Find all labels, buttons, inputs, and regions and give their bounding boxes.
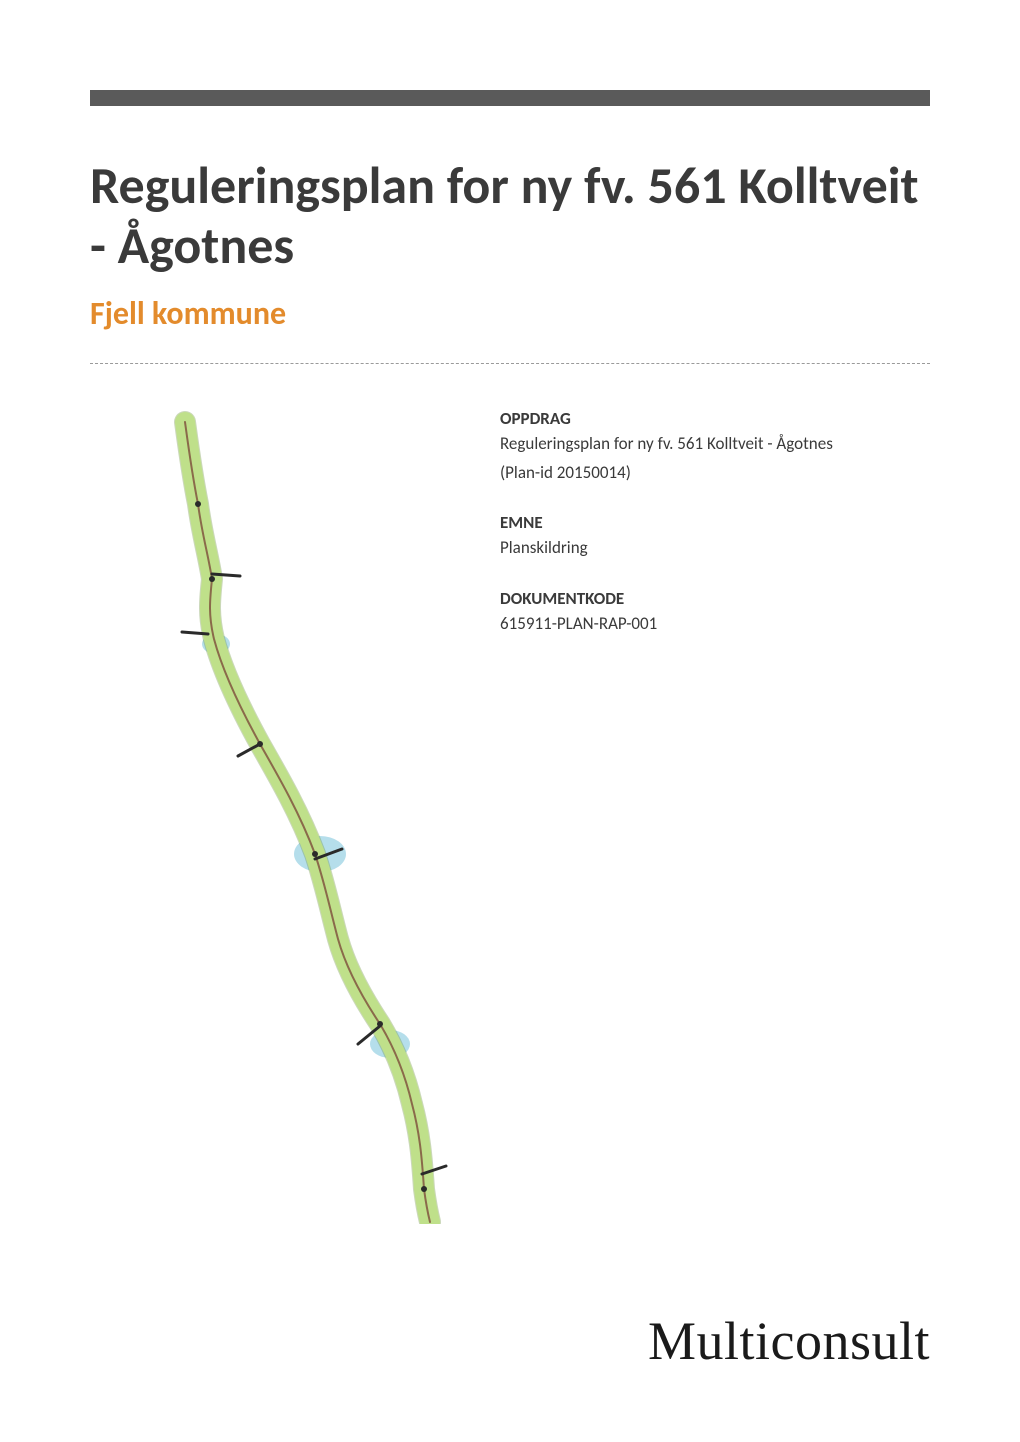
- meta-oppdrag-planid: (Plan-id 20150014): [500, 462, 833, 485]
- plan-map-svg: [90, 404, 470, 1224]
- metadata-column: OPPDRAG Reguleringsplan for ny fv. 561 K…: [470, 404, 833, 1224]
- meta-dokumentkode-label: DOKUMENTKODE: [500, 588, 833, 609]
- meta-emne: EMNE Planskildring: [500, 512, 833, 560]
- document-subtitle: Fjell kommune: [90, 294, 930, 333]
- meta-dokumentkode: DOKUMENTKODE 615911-PLAN-RAP-001: [500, 588, 833, 636]
- content-row: OPPDRAG Reguleringsplan for ny fv. 561 K…: [90, 404, 930, 1224]
- meta-oppdrag-value: Reguleringsplan for ny fv. 561 Kolltveit…: [500, 433, 833, 456]
- company-logo: Multiconsult: [648, 1310, 930, 1372]
- meta-emne-label: EMNE: [500, 512, 833, 533]
- subtitle-text: Fjell kommune: [90, 294, 286, 333]
- meta-dokumentkode-value: 615911-PLAN-RAP-001: [500, 613, 833, 636]
- header-bar: [90, 90, 930, 106]
- meta-oppdrag-label: OPPDRAG: [500, 408, 833, 429]
- meta-oppdrag: OPPDRAG Reguleringsplan for ny fv. 561 K…: [500, 408, 833, 485]
- meta-emne-value: Planskildring: [500, 537, 833, 560]
- divider-dashed: [90, 363, 930, 364]
- document-title: Reguleringsplan for ny fv. 561 Kolltveit…: [90, 156, 930, 276]
- map-column: [90, 404, 470, 1224]
